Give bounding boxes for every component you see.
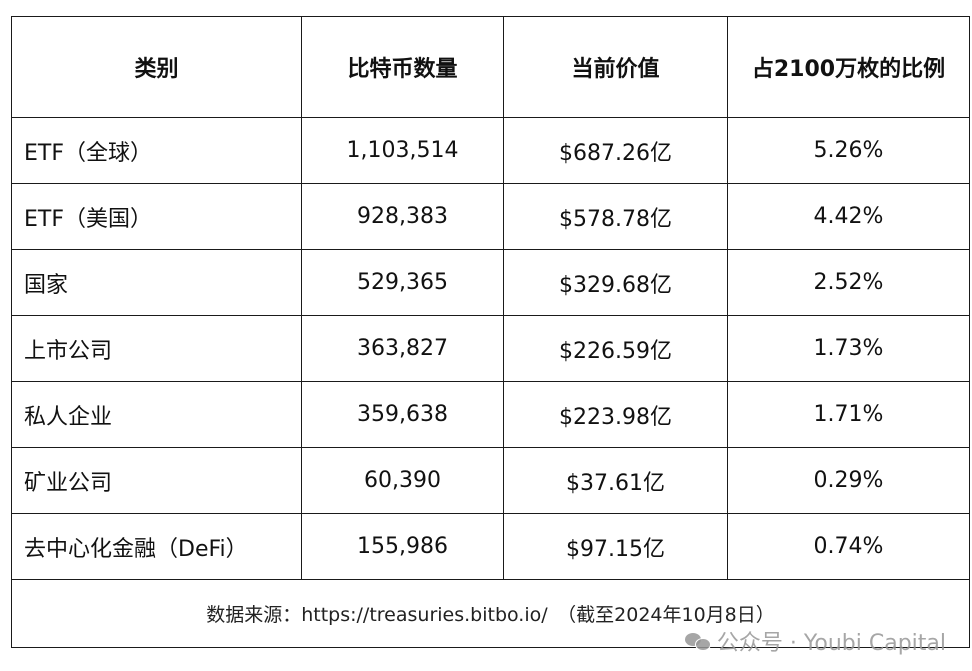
- cell-btc-amount: 928,383: [301, 183, 504, 250]
- table-row: 上市公司 363,827 $226.59亿 1.73%: [11, 315, 970, 382]
- cell-value: $37.61亿: [503, 447, 728, 514]
- cell-ratio: 4.42%: [727, 183, 970, 250]
- cell-ratio: 5.26%: [727, 117, 970, 184]
- header-current-value: 当前价值: [503, 16, 728, 118]
- header-btc-amount: 比特币数量: [301, 16, 504, 118]
- table-row: ETF（美国） 928,383 $578.78亿 4.42%: [11, 183, 970, 250]
- cell-value: $687.26亿: [503, 117, 728, 184]
- table-row: 去中心化金融（DeFi） 155,986 $97.15亿 0.74%: [11, 513, 970, 580]
- cell-category: 上市公司: [11, 315, 302, 382]
- cell-ratio: 2.52%: [727, 249, 970, 316]
- cell-ratio: 1.73%: [727, 315, 970, 382]
- cell-ratio: 0.29%: [727, 447, 970, 514]
- cell-btc-amount: 529,365: [301, 249, 504, 316]
- source-note: 数据来源：https://treasuries.bitbo.io/ （截至202…: [206, 604, 775, 626]
- cell-category: 国家: [11, 249, 302, 316]
- cell-btc-amount: 155,986: [301, 513, 504, 580]
- header-ratio: 占2100万枚的比例: [727, 16, 970, 118]
- source-row: 数据来源：https://treasuries.bitbo.io/ （截至202…: [11, 579, 970, 648]
- header-category: 类别: [11, 16, 302, 118]
- table-row: ETF（全球） 1,103,514 $687.26亿 5.26%: [11, 117, 970, 184]
- cell-ratio: 1.71%: [727, 381, 970, 448]
- btc-holdings-table: 类别 比特币数量 当前价值 占2100万枚的比例 ETF（全球） 1,103,5…: [11, 16, 970, 648]
- cell-category: 私人企业: [11, 381, 302, 448]
- cell-category: ETF（全球）: [11, 117, 302, 184]
- table-row: 国家 529,365 $329.68亿 2.52%: [11, 249, 970, 316]
- cell-btc-amount: 363,827: [301, 315, 504, 382]
- cell-btc-amount: 1,103,514: [301, 117, 504, 184]
- cell-value: $223.98亿: [503, 381, 728, 448]
- cell-value: $329.68亿: [503, 249, 728, 316]
- table-row: 矿业公司 60,390 $37.61亿 0.29%: [11, 447, 970, 514]
- table-header-row: 类别 比特币数量 当前价值 占2100万枚的比例: [11, 16, 970, 118]
- cell-category: ETF（美国）: [11, 183, 302, 250]
- table-row: 私人企业 359,638 $223.98亿 1.71%: [11, 381, 970, 448]
- cell-value: $578.78亿: [503, 183, 728, 250]
- cell-category: 矿业公司: [11, 447, 302, 514]
- cell-btc-amount: 359,638: [301, 381, 504, 448]
- cell-value: $226.59亿: [503, 315, 728, 382]
- cell-btc-amount: 60,390: [301, 447, 504, 514]
- source-note-cell: 数据来源：https://treasuries.bitbo.io/ （截至202…: [11, 579, 970, 648]
- cell-value: $97.15亿: [503, 513, 728, 580]
- btc-holdings-table-container: 类别 比特币数量 当前价值 占2100万枚的比例 ETF（全球） 1,103,5…: [11, 16, 970, 648]
- cell-ratio: 0.74%: [727, 513, 970, 580]
- cell-category: 去中心化金融（DeFi）: [11, 513, 302, 580]
